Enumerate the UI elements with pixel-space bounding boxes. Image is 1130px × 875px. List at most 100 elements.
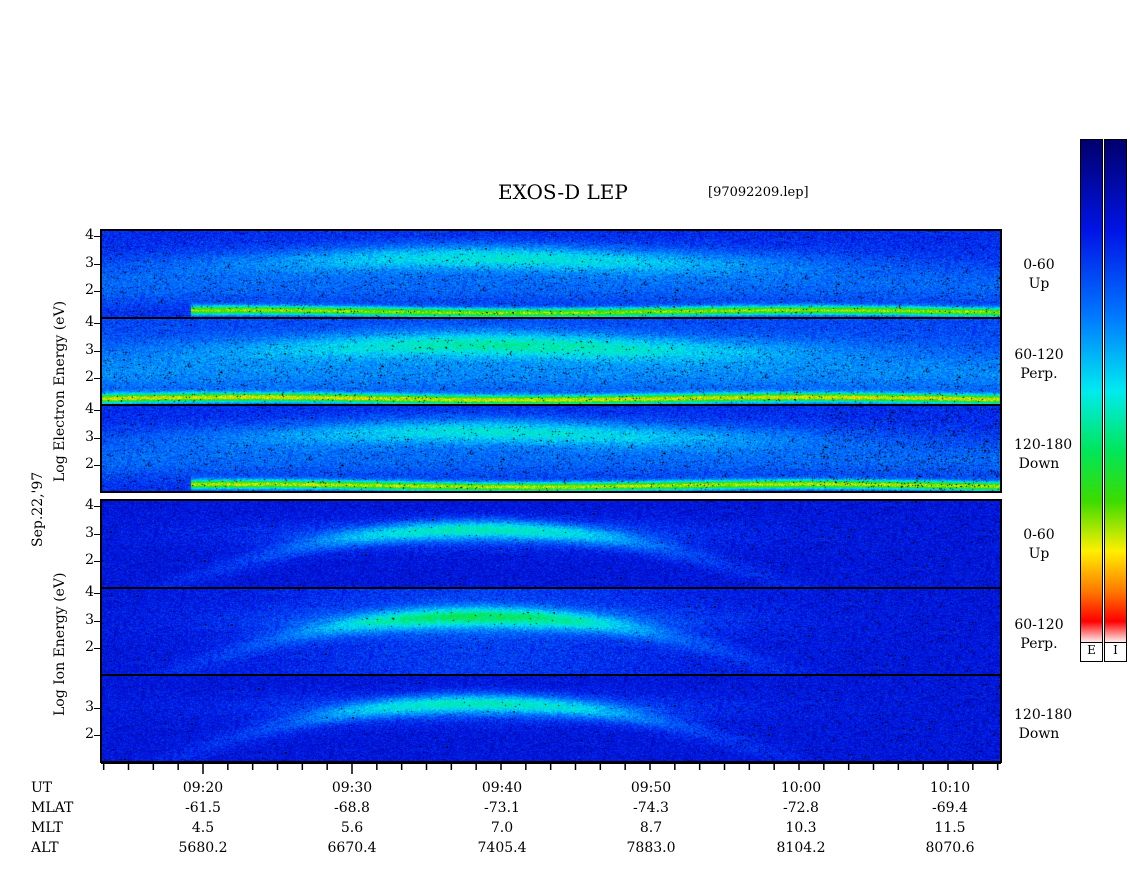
spectrogram-panel-2 — [101, 318, 1000, 405]
footer-mlt-value: 8.7 — [639, 820, 663, 836]
footer-mlat-value: -72.8 — [783, 800, 819, 816]
y-tick-mark — [94, 464, 101, 466]
spectrogram-panel-1 — [101, 231, 1000, 318]
y-tick-mark — [94, 290, 101, 292]
footer-ut-value: 10:10 — [929, 780, 971, 796]
ion-axis-title: Log Ion Energy (eV) — [52, 572, 68, 716]
panel-separator — [101, 587, 1000, 589]
colorbar-ion — [1105, 140, 1126, 642]
spectrogram-panel-3 — [101, 405, 1000, 492]
footer-mlt-value: 5.6 — [340, 820, 364, 836]
pitch-angle-range: 0-60 — [1023, 527, 1055, 543]
footer-ut-value: 09:40 — [481, 780, 523, 796]
colorbar-ion-frame — [1104, 139, 1127, 643]
y-tick-mark — [94, 350, 101, 352]
footer-ut-value: 09:50 — [630, 780, 672, 796]
spectrogram-image-6 — [101, 675, 1000, 762]
spectrogram-image-3 — [101, 405, 1000, 492]
spectrogram-image-2 — [101, 318, 1000, 405]
y-tick-mark — [94, 263, 101, 265]
pitch-angle-range: 0-60 — [1023, 257, 1055, 273]
chart-title: EXOS-D LEP — [498, 180, 628, 204]
panel-label-3: 120-180 Down — [1014, 436, 1073, 474]
pitch-angle-range: 120-180 — [1014, 707, 1073, 723]
y-tick-mark — [94, 593, 101, 595]
y-tick-mark — [94, 560, 101, 562]
footer-mlt-value: 10.3 — [785, 820, 817, 836]
panel-label-6: 120-180 Down — [1014, 706, 1073, 744]
colorbar-tag-e: E — [1080, 642, 1103, 662]
date-label: Sep.22,'97 — [30, 471, 46, 547]
footer-mlat-value: -68.8 — [334, 800, 370, 816]
footer-ut-value: 10:00 — [780, 780, 822, 796]
spectrogram-image-5 — [101, 588, 1000, 675]
y-tick-mark — [94, 620, 101, 622]
colorbar-electron — [1081, 140, 1102, 642]
colorbar-tag-i: I — [1104, 642, 1127, 662]
footer-mlt-value: 7.0 — [490, 820, 514, 836]
y-tick-label: 3 — [85, 698, 94, 715]
pitch-direction: Up — [1028, 546, 1050, 562]
panel-label-2: 60-120 Perp. — [1014, 346, 1064, 384]
y-tick-label: 3 — [85, 254, 94, 271]
pitch-direction: Up — [1028, 276, 1050, 292]
pitch-angle-range: 60-120 — [1014, 347, 1064, 363]
pitch-direction: Perp. — [1020, 636, 1058, 652]
panel-separator — [101, 404, 1000, 406]
y-tick-mark — [94, 236, 101, 238]
electron-axis-title: Log Electron Energy (eV) — [52, 300, 68, 482]
panel-separator — [101, 674, 1000, 676]
electron-frame — [100, 229, 1002, 493]
y-tick-label: 4 — [85, 497, 94, 514]
y-tick-label: 3 — [85, 428, 94, 445]
pitch-direction: Down — [1018, 456, 1060, 472]
footer-ut-value: 09:20 — [182, 780, 224, 796]
file-name: [97092209.lep] — [708, 185, 809, 200]
footer-alt-value: 6670.4 — [327, 840, 377, 856]
footer-alt-value: 7883.0 — [626, 840, 676, 856]
y-tick-label: 3 — [85, 611, 94, 628]
y-tick-label: 4 — [85, 227, 94, 244]
ion-frame — [100, 499, 1002, 763]
footer-mlat-value: -69.4 — [932, 800, 968, 816]
footer-row-name: UT — [31, 780, 53, 796]
colorbar-electron-frame — [1080, 139, 1103, 643]
panel-label-1: 0-60 Up — [1014, 256, 1064, 294]
pitch-direction: Perp. — [1020, 366, 1058, 382]
y-tick-label: 4 — [85, 584, 94, 601]
y-tick-mark — [94, 734, 101, 736]
footer-row-name: ALT — [31, 840, 59, 856]
y-tick-mark — [94, 410, 101, 412]
y-tick-label: 2 — [85, 551, 94, 568]
footer-mlat-value: -74.3 — [633, 800, 669, 816]
spectrogram-panel-4 — [101, 501, 1000, 588]
footer-row-name: MLT — [31, 820, 63, 836]
y-tick-label: 2 — [85, 638, 94, 655]
pitch-angle-range: 120-180 — [1014, 437, 1073, 453]
panel-separator — [101, 317, 1000, 319]
footer-mlat-value: -73.1 — [484, 800, 520, 816]
pitch-angle-range: 60-120 — [1014, 617, 1064, 633]
x-axis — [101, 762, 1001, 774]
y-tick-label: 4 — [85, 401, 94, 418]
y-tick-mark — [94, 377, 101, 379]
y-tick-label: 3 — [85, 524, 94, 541]
footer-alt-value: 8070.6 — [925, 840, 975, 856]
y-tick-mark — [94, 506, 101, 508]
panel-label-4: 0-60 Up — [1014, 526, 1064, 564]
footer-alt-value: 7405.4 — [477, 840, 527, 856]
y-tick-mark — [94, 437, 101, 439]
footer-mlt-value: 4.5 — [191, 820, 215, 836]
pitch-direction: Down — [1018, 726, 1060, 742]
footer-ut-value: 09:30 — [331, 780, 373, 796]
spectrogram-image-4 — [101, 501, 1000, 588]
footer-row-name: MLAT — [31, 800, 74, 816]
footer-alt-value: 8104.2 — [776, 840, 826, 856]
footer-alt-value: 5680.2 — [178, 840, 228, 856]
y-tick-label: 4 — [85, 314, 94, 331]
y-tick-label: 3 — [85, 341, 94, 358]
y-tick-label: 2 — [85, 455, 94, 472]
footer-mlat-value: -61.5 — [185, 800, 221, 816]
panel-label-5: 60-120 Perp. — [1014, 616, 1064, 654]
y-tick-label: 2 — [85, 281, 94, 298]
